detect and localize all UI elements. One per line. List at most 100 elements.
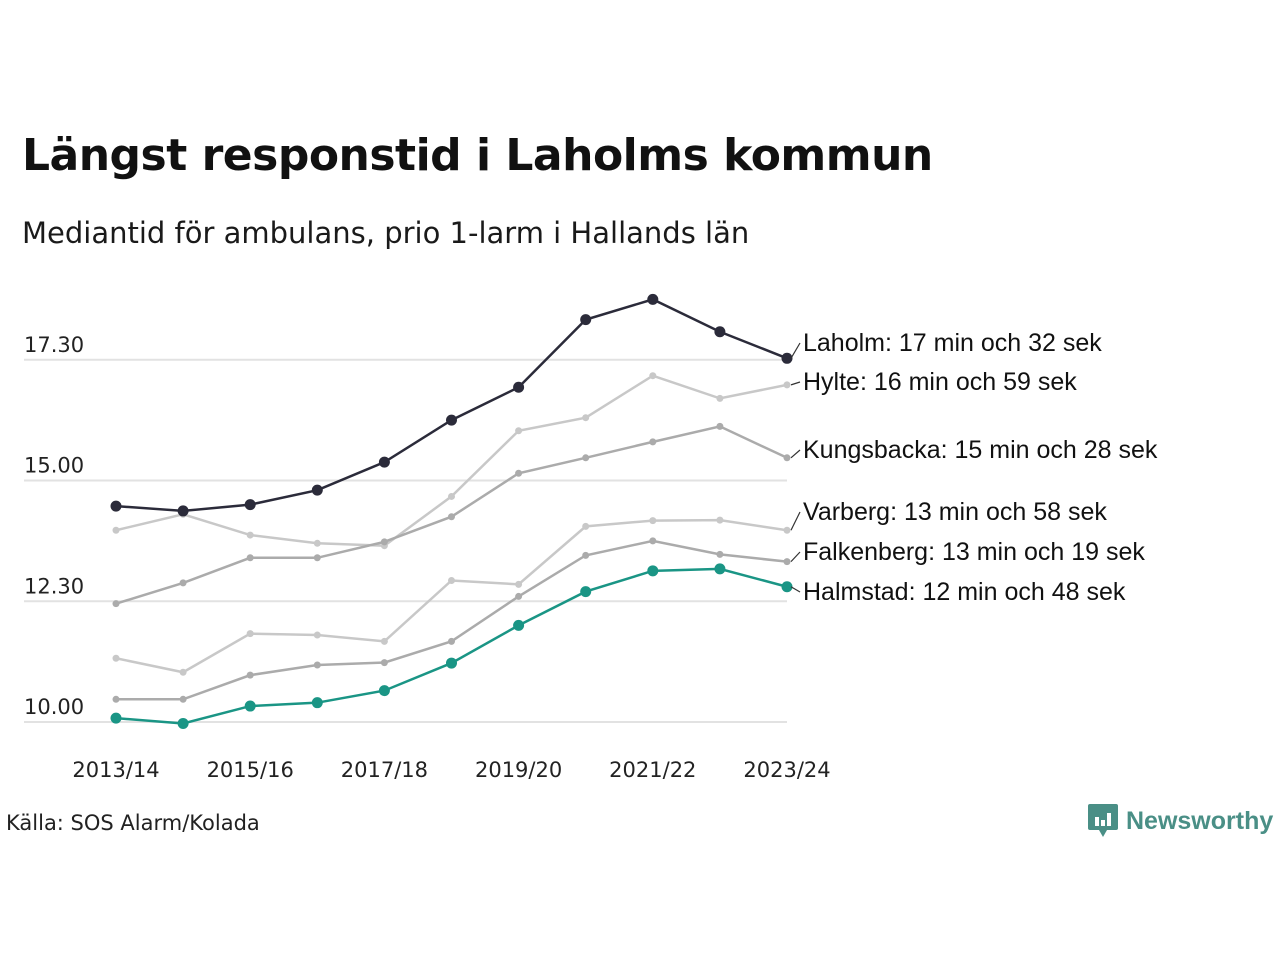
- series-labels: Laholm: 17 min och 32 sek Hylte: 16 min o…: [790, 329, 1158, 606]
- data-point: [311, 697, 323, 709]
- data-point: [582, 551, 590, 559]
- label-connector: [790, 511, 801, 531]
- data-point: [783, 454, 791, 462]
- data-point: [446, 657, 457, 669]
- data-point: [378, 685, 390, 697]
- data-point: [179, 579, 187, 587]
- data-point: [112, 654, 120, 662]
- data-point: [783, 558, 791, 566]
- data-point: [783, 526, 791, 534]
- data-point: [244, 499, 256, 511]
- data-point: [716, 394, 724, 402]
- y-tick-label: 17.30: [24, 333, 84, 357]
- source-note: Källa: SOS Alarm/Kolada: [6, 811, 260, 835]
- series-hylte: [112, 372, 791, 550]
- label-connector: [790, 449, 801, 459]
- data-point: [582, 522, 590, 530]
- series-varberg: [112, 516, 791, 676]
- series-group: [110, 293, 793, 729]
- data-point: [112, 695, 120, 703]
- data-point: [313, 661, 321, 669]
- data-point: [246, 554, 254, 562]
- data-point: [246, 630, 254, 638]
- data-point: [647, 293, 659, 305]
- label-connector: [790, 381, 801, 386]
- data-point: [515, 469, 523, 477]
- data-point: [177, 717, 189, 729]
- label-connector: [790, 586, 801, 593]
- series-label-varberg: Varberg: 13 min och 58 sek: [803, 498, 1107, 526]
- data-point: [783, 381, 791, 389]
- data-point: [649, 537, 657, 545]
- data-point: [515, 427, 523, 435]
- newsworthy-logo: Newsworthy: [1088, 804, 1273, 838]
- data-point: [110, 500, 122, 512]
- data-point: [313, 554, 321, 562]
- series-kungsbacka: [112, 422, 791, 608]
- data-point: [582, 454, 590, 462]
- data-point: [246, 671, 254, 679]
- y-tick-label: 15.00: [24, 454, 84, 478]
- data-point: [112, 600, 120, 608]
- x-tick-label: 2017/18: [341, 758, 428, 782]
- data-point: [582, 414, 590, 422]
- x-tick-label: 2023/24: [743, 758, 830, 782]
- series-label-hylte: Hylte: 16 min och 59 sek: [803, 368, 1077, 396]
- newsworthy-brand: Newsworthy: [1126, 806, 1274, 835]
- x-tick-label: 2019/20: [475, 758, 562, 782]
- line-chart: 10.00 12.30 15.00 17.30 2013/14 2015/16 2017/…: [24, 293, 1158, 782]
- label-connector: [790, 551, 801, 563]
- series-line: [115, 567, 788, 725]
- data-point: [448, 492, 455, 500]
- data-point: [112, 526, 120, 534]
- data-point: [580, 586, 592, 598]
- chart-title: Längst responstid i Laholms kommun: [22, 130, 933, 181]
- data-point: [448, 576, 455, 584]
- series-laholm: [110, 293, 793, 517]
- data-point: [311, 484, 323, 496]
- series-label-kungsbacka: Kungsbacka: 15 min och 28 sek: [803, 436, 1158, 464]
- data-point: [781, 352, 793, 364]
- data-point: [714, 563, 726, 575]
- data-point: [649, 517, 657, 525]
- data-point: [313, 631, 321, 639]
- label-connector: [790, 342, 801, 359]
- data-point: [378, 456, 390, 468]
- data-point: [448, 513, 455, 521]
- data-point: [446, 414, 457, 426]
- data-point: [179, 695, 187, 703]
- series-line: [116, 539, 788, 701]
- series-label-laholm: Laholm: 17 min och 32 sek: [803, 329, 1102, 357]
- data-point: [380, 637, 388, 645]
- data-point: [716, 422, 724, 430]
- series-label-falkenberg: Falkenberg: 13 min och 19 sek: [803, 538, 1145, 566]
- series-falkenberg: [112, 537, 791, 703]
- data-point: [647, 565, 659, 577]
- x-tick-label: 2013/14: [72, 758, 159, 782]
- data-point: [714, 326, 726, 338]
- x-tick-label: 2015/16: [207, 758, 294, 782]
- chart-subtitle: Mediantid för ambulans, prio 1-larm i Ha…: [22, 216, 750, 250]
- data-point: [781, 581, 793, 593]
- data-point: [515, 592, 523, 600]
- x-tick-label: 2021/22: [609, 758, 696, 782]
- series-halmstad: [110, 563, 793, 729]
- y-tick-label: 12.30: [24, 574, 84, 598]
- data-point: [580, 314, 592, 326]
- newsworthy-logo-icon: [1088, 804, 1118, 837]
- x-axis: 2013/14 2015/16 2017/18 2019/20 2021/22 2023/…: [72, 758, 830, 782]
- data-point: [716, 516, 724, 524]
- series-line: [115, 518, 788, 674]
- data-point: [513, 381, 525, 393]
- series-line: [115, 298, 788, 513]
- data-point: [313, 539, 321, 547]
- data-point: [649, 372, 657, 380]
- data-point: [246, 531, 254, 539]
- data-point: [380, 538, 388, 546]
- data-point: [110, 712, 122, 724]
- series-label-halmstad: Halmstad: 12 min och 48 sek: [803, 578, 1126, 606]
- data-point: [515, 580, 523, 588]
- data-point: [179, 668, 187, 676]
- data-point: [244, 700, 256, 712]
- data-point: [513, 619, 525, 631]
